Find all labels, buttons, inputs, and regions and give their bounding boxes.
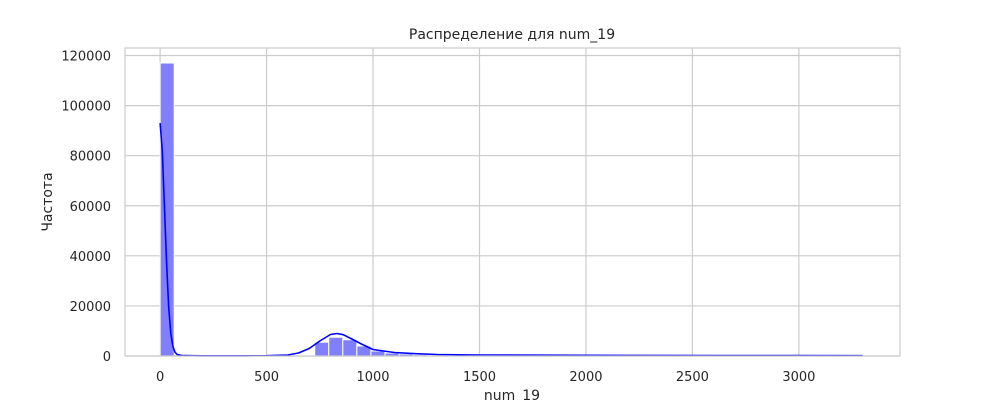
kde-curve — [159, 123, 863, 357]
y-tick-label: 40000 — [70, 250, 111, 265]
histogram-bar — [159, 62, 175, 357]
y-tick-label: 0 — [103, 350, 111, 365]
y-tick-label: 20000 — [70, 300, 111, 315]
histogram-bar — [314, 341, 330, 357]
histogram-bar — [328, 336, 344, 357]
plot-frame — [124, 47, 901, 357]
kde-curve-group — [159, 123, 863, 357]
histogram-bar — [370, 350, 386, 357]
histogram-bar — [342, 339, 358, 357]
y-tick-labels: 0 20000 40000 60000 80000 100000 120000 — [61, 50, 111, 365]
y-tick-label: 60000 — [70, 200, 111, 215]
x-tick-label: 500 — [254, 370, 279, 385]
plot-background — [125, 48, 900, 356]
x-tick-labels: 0 500 1000 1500 2000 2500 3000 — [156, 370, 815, 385]
y-axis-label: Частота — [40, 172, 56, 231]
x-axis-label: num_19 — [484, 388, 540, 400]
grid-lines — [125, 48, 900, 357]
x-tick-label: 2000 — [569, 370, 602, 385]
y-tick-label: 100000 — [61, 100, 111, 115]
x-tick-label: 1000 — [356, 370, 389, 385]
x-tick-label: 3000 — [782, 370, 815, 385]
y-tick-label: 120000 — [61, 50, 111, 65]
x-tick-label: 0 — [156, 370, 164, 385]
chart-title: Распределение для num_19 — [409, 27, 615, 43]
x-tick-label: 2500 — [676, 370, 709, 385]
x-tick-label: 1500 — [463, 370, 496, 385]
y-tick-label: 80000 — [70, 150, 111, 165]
